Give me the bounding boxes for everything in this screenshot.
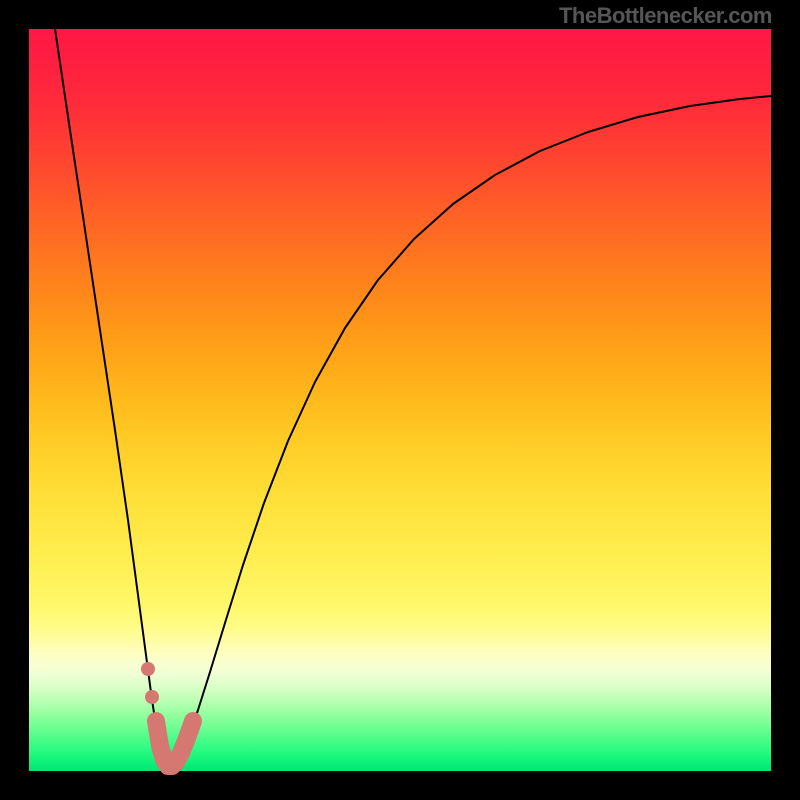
marker-dot	[145, 690, 159, 704]
marker-segment	[156, 721, 193, 766]
marker-dot	[141, 662, 155, 676]
watermark-text: TheBottlenecker.com	[559, 3, 772, 29]
bottleneck-curve	[55, 29, 771, 767]
chart-svg-overlay	[0, 0, 800, 800]
chart-container: TheBottlenecker.com	[0, 0, 800, 800]
